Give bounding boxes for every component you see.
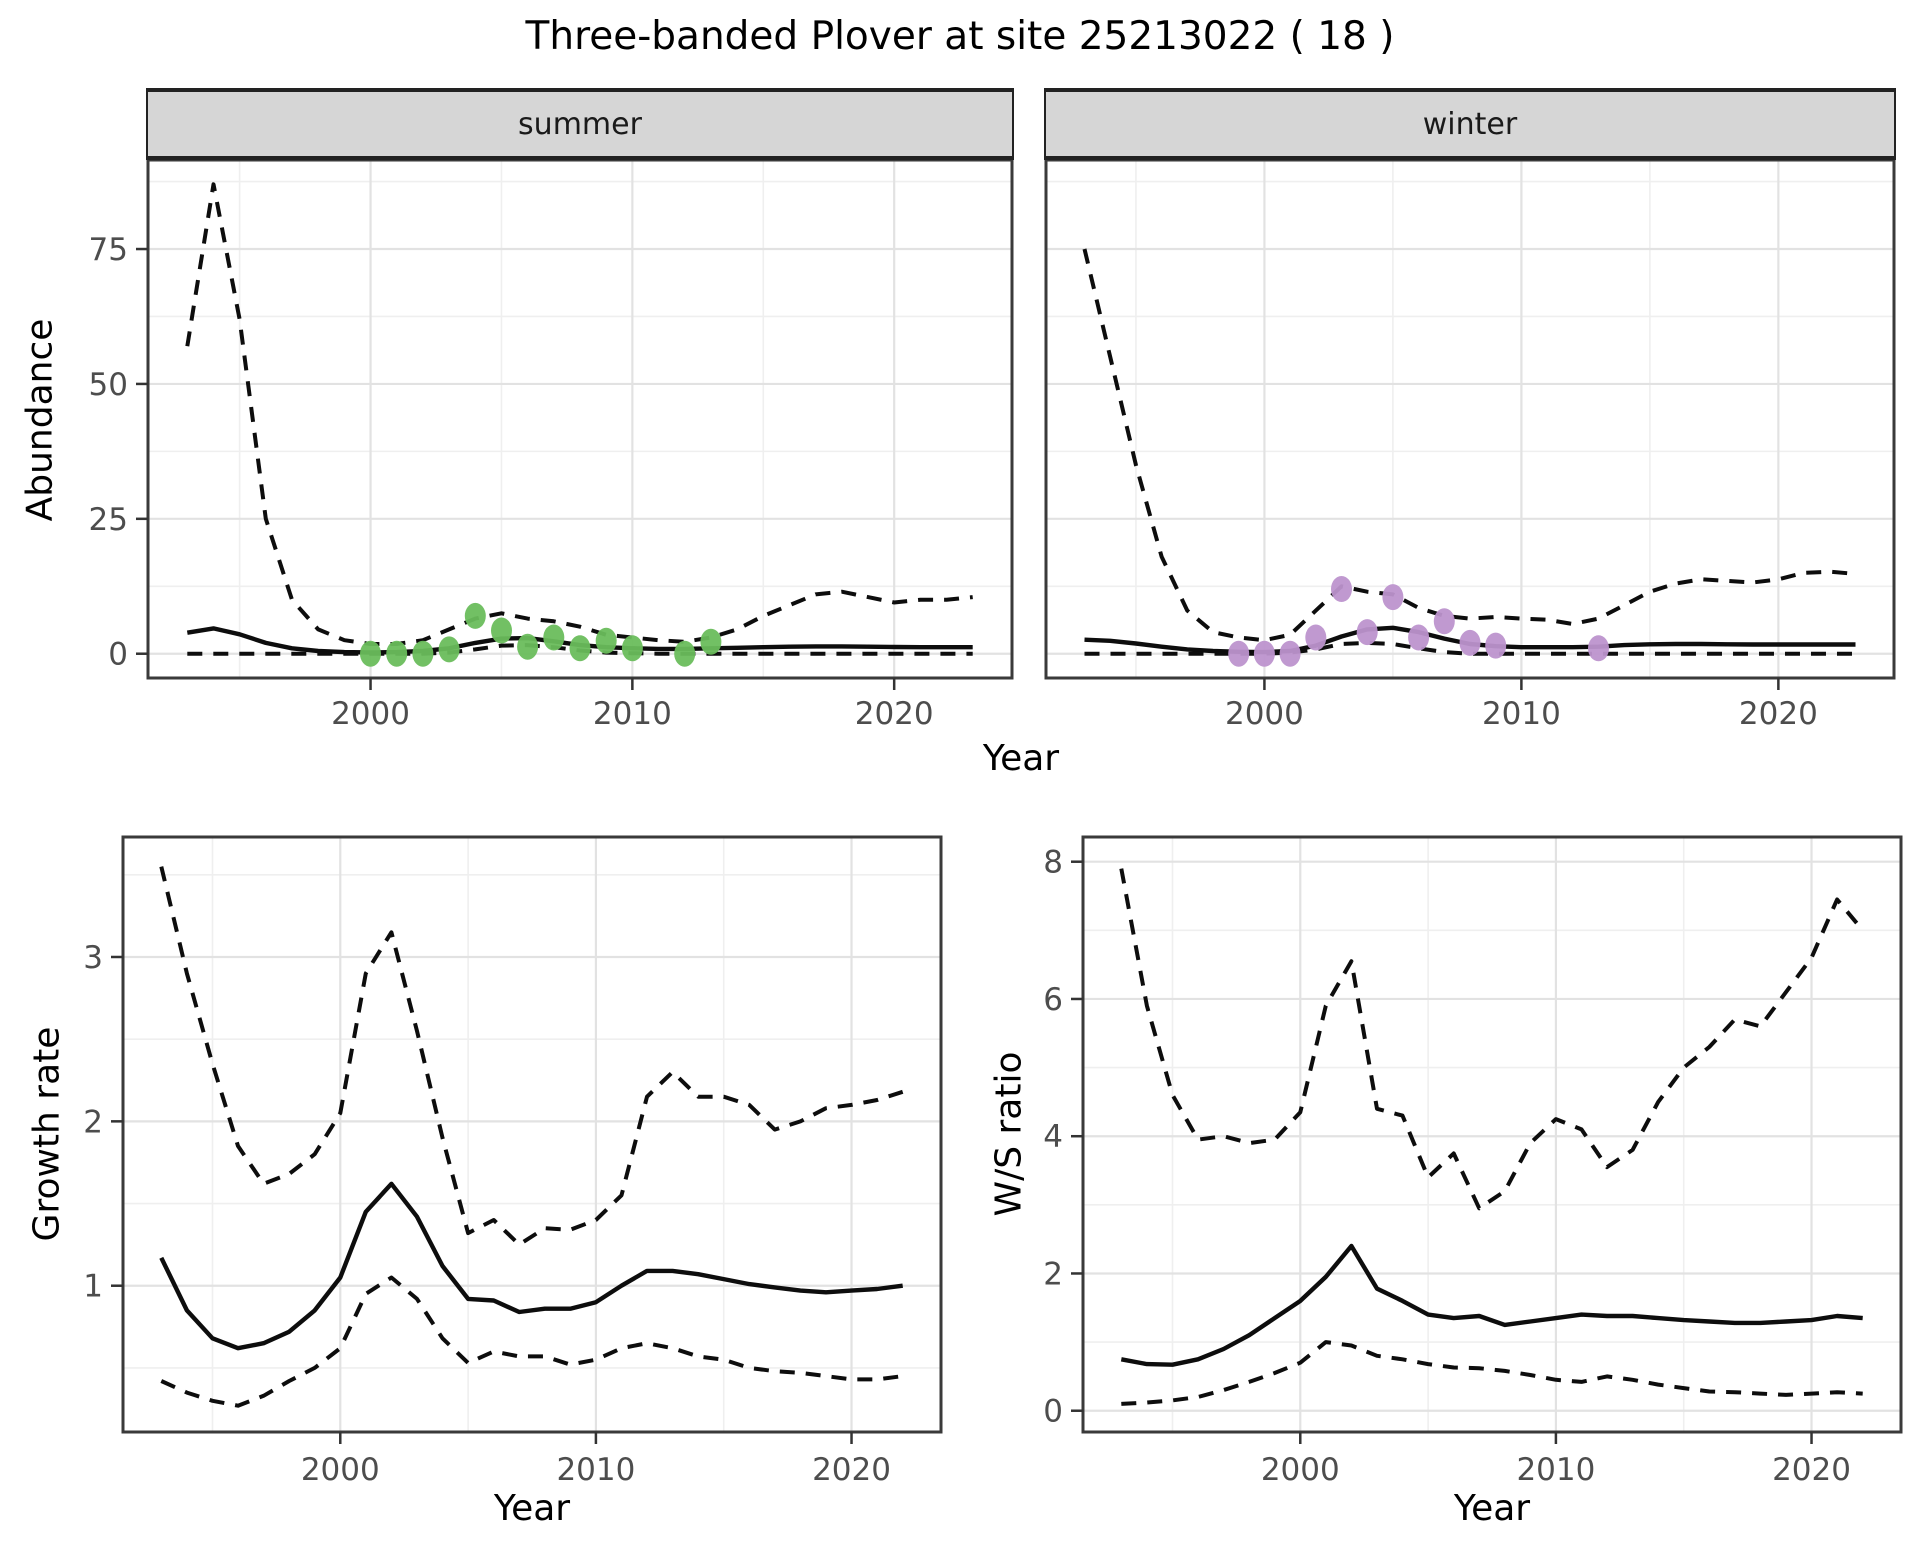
x-tick-label: 2000 (301, 1452, 380, 1488)
series-upper_ci (159, 866, 904, 1247)
data-point-observed_counts_winter (1485, 632, 1507, 659)
panel-abundance_summer: 2000 2010 2020 0 25 50 75 (89, 158, 1014, 732)
data-point-observed_counts_summer (569, 635, 591, 662)
data-point-observed_counts_winter (1331, 576, 1352, 602)
top-x-axis-title: Year (982, 738, 1060, 779)
data-point-observed_counts_summer (595, 627, 617, 654)
growth-rate-y-axis-title: Growth rate (26, 1026, 68, 1242)
data-point-observed_counts_summer (517, 633, 539, 660)
data-point-observed_counts_summer (360, 640, 381, 667)
x-tick-label: 2010 (1482, 696, 1561, 732)
facet-strip-summer: summer (146, 88, 1014, 160)
data-point-observed_counts_winter (1408, 624, 1430, 651)
data-point-observed_counts_summer (464, 602, 486, 629)
facet-strip-winter: winter (1044, 88, 1896, 160)
series-lower_ci (160, 1275, 903, 1408)
panel-growth_rate: 2000 2010 2020 1 2 3 (83, 835, 943, 1488)
x-tick-label: 2000 (331, 696, 410, 732)
y-tick-label: 0 (1043, 1394, 1063, 1430)
data-point-observed_counts_summer (543, 624, 565, 651)
data-point-observed_counts_winter (1279, 640, 1301, 667)
series-mean (159, 1181, 903, 1351)
data-point-observed_counts_summer (491, 617, 512, 644)
data-point-observed_counts_summer (412, 640, 434, 667)
x-tick-label: 2000 (1261, 1452, 1340, 1488)
y-tick-label: 4 (1043, 1119, 1063, 1155)
y-tick-label: 6 (1043, 982, 1063, 1018)
data-point-observed_counts_winter (1433, 608, 1455, 635)
figure-title: Three-banded Plover at site 25213022 ( 1… (525, 14, 1395, 59)
y-tick-label: 50 (89, 367, 128, 403)
y-tick-label: 2 (83, 1104, 103, 1140)
y-tick-label: 3 (83, 940, 103, 976)
x-tick-label: 2010 (593, 696, 672, 732)
y-tick-label: 8 (1043, 845, 1063, 881)
x-tick-label: 2020 (855, 696, 934, 732)
y-tick-label: 2 (1043, 1256, 1063, 1292)
y-tick-label: 75 (89, 232, 128, 268)
data-point-observed_counts_winter (1356, 619, 1378, 646)
growth-rate-x-axis-title: Year (493, 1488, 571, 1529)
y-tick-label: 1 (83, 1269, 103, 1305)
ws-ratio-y-axis-title: W/S ratio (988, 1051, 1030, 1217)
x-tick-label: 2010 (1516, 1452, 1595, 1488)
series-mean (1120, 1243, 1863, 1367)
y-tick-label: 25 (89, 502, 128, 538)
data-point-observed_counts_summer (621, 635, 643, 662)
data-point-observed_counts_winter (1253, 640, 1275, 667)
data-point-observed_counts_summer (674, 640, 696, 667)
series-lower_ci (1121, 1340, 1863, 1406)
facet-strip-winter-label: winter (1422, 106, 1518, 142)
x-tick-label: 2020 (1772, 1452, 1851, 1488)
x-tick-label: 2020 (1739, 696, 1818, 732)
panel-ws_ratio: 2000 2010 2020 0 2 4 6 8 (1043, 835, 1903, 1488)
series-group-growth_rate (159, 866, 904, 1408)
series-upper_ci (1119, 868, 1865, 1211)
ws-ratio-x-axis-title: Year (1453, 1488, 1531, 1529)
x-tick-label: 2020 (812, 1452, 891, 1488)
panel-abundance_winter: 2000 2010 2020 (1044, 158, 1896, 732)
data-point-observed_counts_winter (1305, 624, 1327, 651)
facet-strip-summer-label: summer (518, 106, 642, 142)
series-group-abundance_summer (185, 182, 973, 667)
data-point-observed_counts_winter (1588, 635, 1609, 662)
series-group-abundance_winter (1082, 248, 1856, 667)
y-tick-label: 0 (108, 637, 128, 673)
data-point-observed_counts_summer (386, 640, 408, 667)
series-group-ws_ratio (1119, 868, 1865, 1406)
series-upper_ci (185, 182, 973, 646)
data-point-observed_counts_winter (1382, 584, 1404, 611)
data-point-observed_counts_summer (700, 628, 722, 655)
data-point-observed_counts_winter (1228, 640, 1250, 667)
x-tick-label: 2000 (1225, 696, 1304, 732)
abundance-y-axis-title: Abundance (19, 318, 61, 522)
x-tick-label: 2010 (556, 1452, 635, 1488)
data-point-observed_counts_winter (1459, 629, 1481, 656)
data-point-observed_counts_summer (438, 636, 460, 663)
